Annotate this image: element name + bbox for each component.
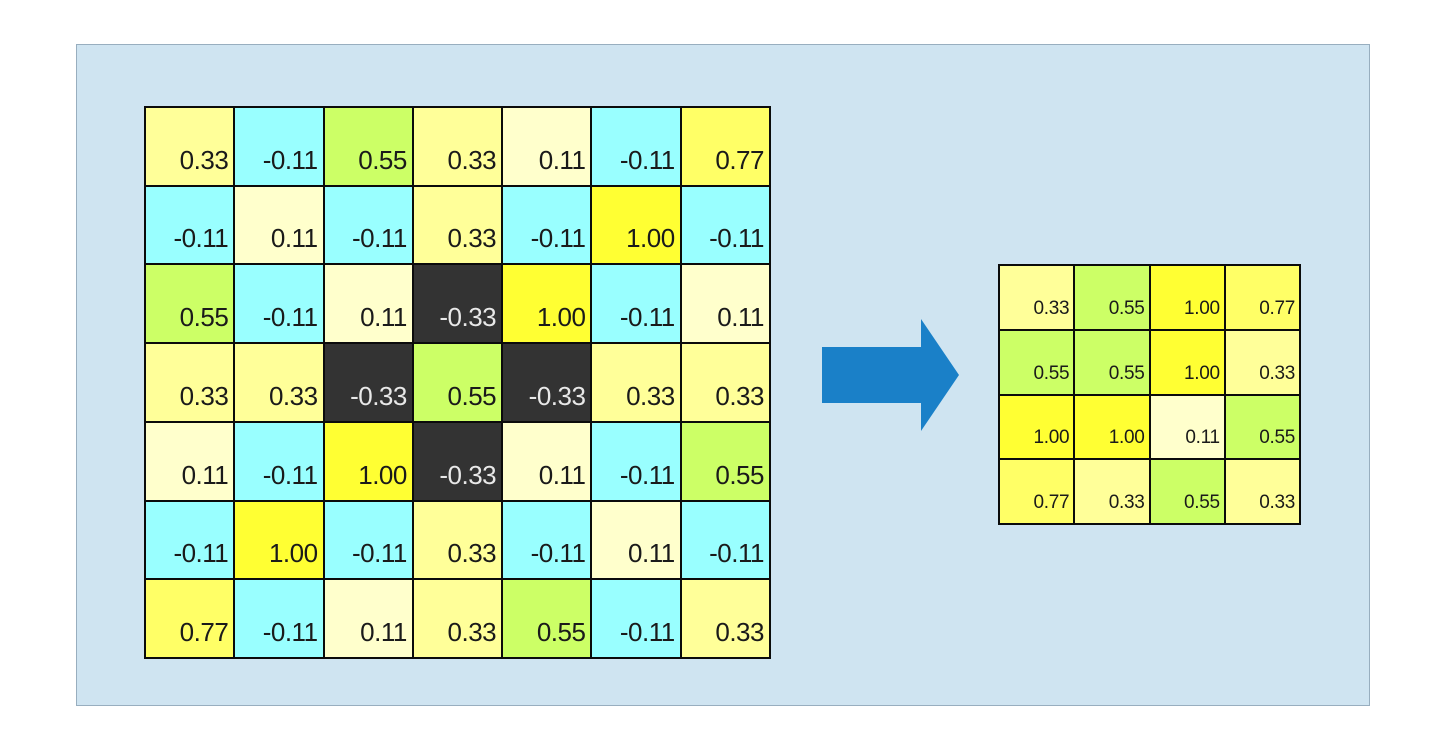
input-grid-cell: 0.33	[592, 344, 680, 421]
input-grid-cell: 0.55	[146, 265, 234, 343]
input-grid-cell: 0.11	[592, 501, 680, 579]
input-grid-cell: 0.11	[503, 422, 591, 500]
output-grid: 0.33 0.55 1.00 0.77 0.55 0.55 1.00 0.33 1.00 1.00…	[998, 264, 1301, 525]
input-grid-cell: -0.33	[503, 344, 591, 421]
input-grid-cell: -0.11	[592, 580, 680, 657]
output-grid-cell: 0.33	[1225, 330, 1299, 394]
input-grid-cell: -0.11	[146, 186, 234, 264]
input-grid-cell: 1.00	[592, 186, 680, 264]
input-grid-cell: 0.33	[413, 186, 502, 264]
input-grid-cell: 0.33	[413, 108, 502, 185]
input-grid-cell: 0.77	[681, 108, 769, 185]
input-grid-cell: -0.11	[681, 501, 769, 579]
output-grid-cell: 0.55	[1075, 266, 1149, 329]
output-grid-cell: 1.00	[1075, 395, 1149, 459]
output-grid-cell: 0.55	[1075, 330, 1149, 394]
output-grid-cell: 0.55	[1150, 460, 1224, 523]
input-grid-cell: 1.00	[503, 265, 591, 343]
output-grid-cell: 0.55	[1225, 395, 1299, 459]
input-grid: 0.33 -0.11 0.55 0.33 0.11 -0.11 0.77 -0.11 0.11-…	[144, 106, 771, 659]
output-grid-cell: 1.00	[1000, 395, 1074, 459]
input-grid-cell: 0.55	[681, 422, 769, 500]
input-grid-cell: 0.55	[413, 344, 502, 421]
input-grid-cell: -0.11	[681, 186, 769, 264]
output-grid-cell: 0.11	[1150, 395, 1224, 459]
arrow-right-icon	[822, 319, 959, 431]
input-grid-cell: -0.33	[413, 422, 502, 500]
input-grid-cell: 1.00	[324, 422, 412, 500]
input-grid-cell: 0.11	[235, 186, 323, 264]
input-grid-cell: 0.77	[146, 580, 234, 657]
input-grid-cell: 0.55	[503, 580, 591, 657]
output-grid-cell: 0.33	[1000, 266, 1074, 329]
input-grid-cell: -0.11	[324, 501, 412, 579]
input-grid-cell: 0.33	[146, 344, 234, 421]
input-grid-cell: -0.33	[413, 265, 502, 343]
output-grid-cell: 0.55	[1000, 330, 1074, 394]
input-grid-cell: -0.11	[503, 501, 591, 579]
input-grid-cell: 0.33	[681, 580, 769, 657]
input-grid-cell: -0.11	[592, 108, 680, 185]
input-grid-cell: 1.00	[235, 501, 323, 579]
output-grid-cell: 1.00	[1150, 330, 1224, 394]
input-grid-cell: 0.11	[324, 265, 412, 343]
arrow-shape	[822, 319, 959, 431]
output-grid-cell: 0.33	[1075, 460, 1149, 523]
output-grid-cell: 0.77	[1225, 266, 1299, 329]
output-grid-cell: 0.77	[1000, 460, 1074, 523]
input-grid-cell: -0.11	[235, 422, 323, 500]
input-grid-cell: -0.11	[235, 580, 323, 657]
input-grid-cell: 0.33	[235, 344, 323, 421]
output-grid-cell: 1.00	[1150, 266, 1224, 329]
output-grid-cell: 0.33	[1225, 460, 1299, 523]
input-grid-cell: -0.11	[592, 265, 680, 343]
input-grid-cell: -0.11	[146, 501, 234, 579]
input-grid-cell: 0.33	[413, 501, 502, 579]
input-grid-cell: -0.11	[235, 265, 323, 343]
input-grid-cell: 0.11	[324, 580, 412, 657]
input-grid-cell: -0.11	[324, 186, 412, 264]
input-grid-cell: -0.11	[235, 108, 323, 185]
input-grid-cell: -0.33	[324, 344, 412, 421]
input-grid-cell: -0.11	[592, 422, 680, 500]
input-grid-cell: 0.33	[146, 108, 234, 185]
input-grid-cell: 0.11	[681, 265, 769, 343]
input-grid-cell: 0.55	[324, 108, 412, 185]
input-grid-cell: 0.11	[503, 108, 591, 185]
input-grid-cell: 0.33	[681, 344, 769, 421]
input-grid-cell: 0.11	[146, 422, 234, 500]
input-grid-cell: -0.11	[503, 186, 591, 264]
input-grid-cell: 0.33	[413, 580, 502, 657]
